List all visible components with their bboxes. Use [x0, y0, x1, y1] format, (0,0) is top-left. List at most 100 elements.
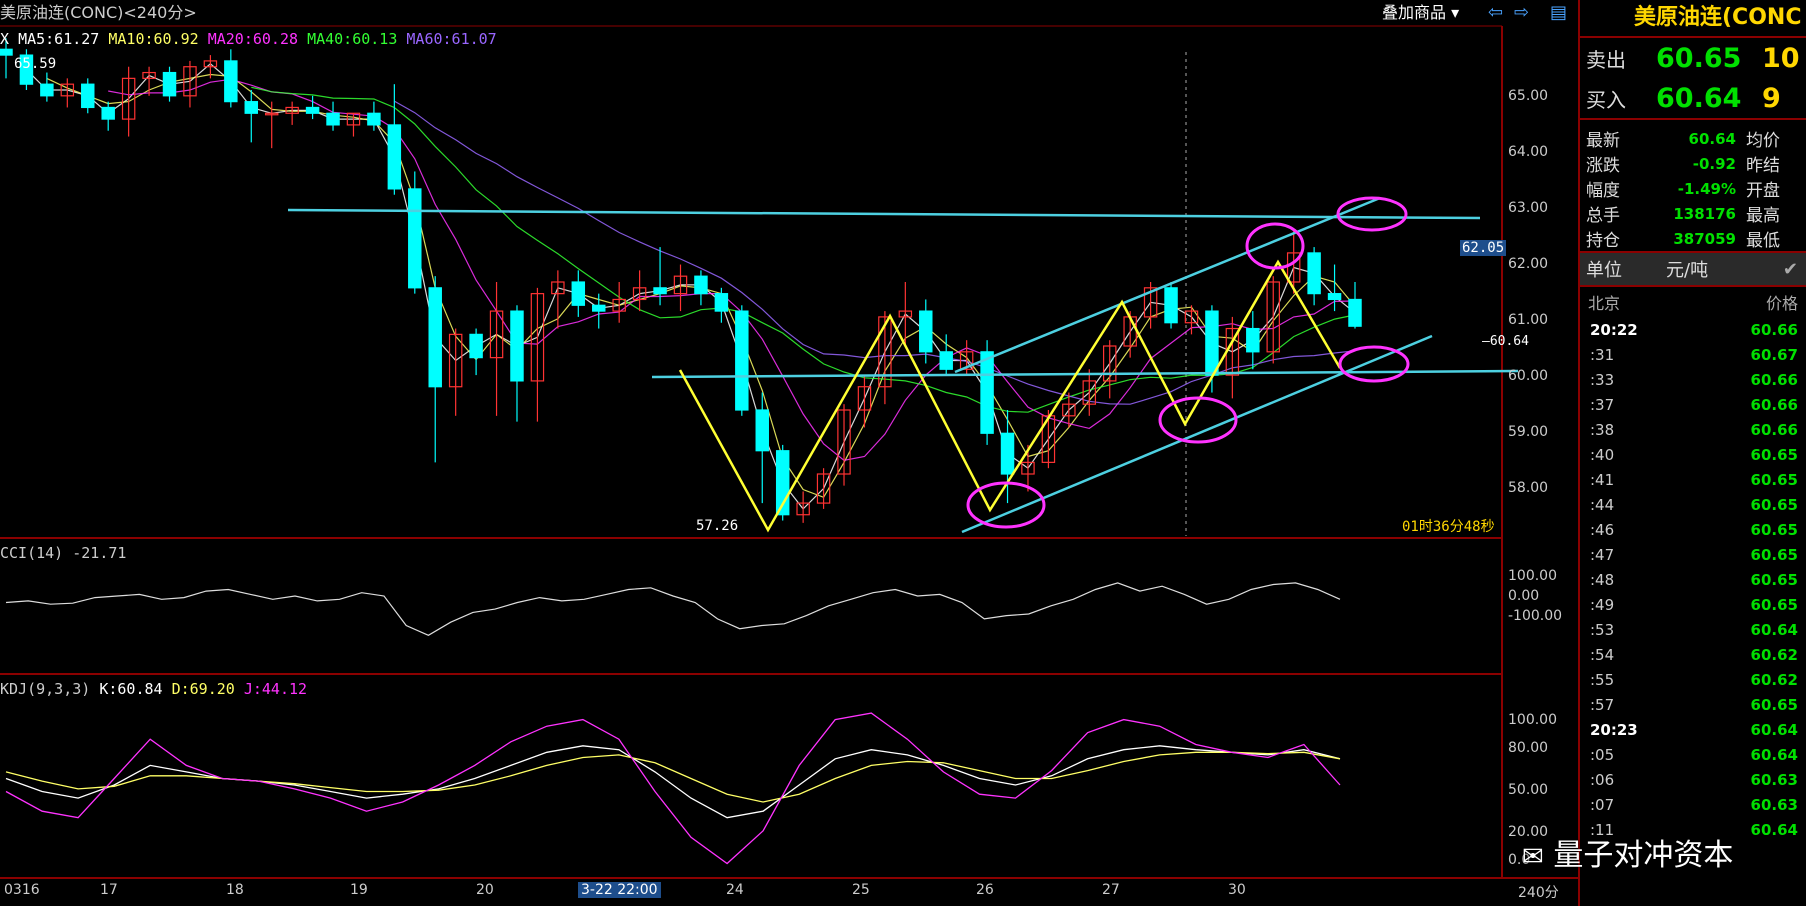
kdj-tick: 50.00 — [1508, 782, 1549, 798]
candle-body — [224, 60, 238, 103]
stat-row: 最新 60.64 均价 — [1580, 126, 1806, 152]
x-tick: 24 — [726, 882, 744, 898]
tick-price: 60.63 — [1750, 770, 1798, 789]
stat-key: 持仓 — [1586, 231, 1620, 251]
ma60-line — [394, 100, 1356, 405]
tick-time: :11 — [1590, 820, 1615, 839]
tick-row: :38 60.66 — [1580, 417, 1806, 442]
candle-body — [592, 304, 606, 312]
candle-body — [408, 188, 422, 289]
ma60-label: MA60:61.07 — [406, 30, 497, 48]
x-tick: 19 — [350, 882, 368, 898]
arrow-left-icon[interactable]: ⇦ — [1488, 2, 1504, 23]
channel-upper-line — [954, 196, 1381, 374]
kdj-tick: 20.00 — [1508, 824, 1549, 840]
tick-time: 20:23 — [1590, 720, 1638, 739]
tick-time: :54 — [1590, 645, 1615, 664]
kdj-d: D:69.20 — [171, 680, 235, 698]
tick-row: :55 60.62 — [1580, 667, 1806, 692]
candle-body — [694, 275, 708, 295]
kline-chart[interactable] — [0, 0, 1578, 906]
highlight-ellipse — [1245, 222, 1305, 270]
tick-price: 60.64 — [1750, 720, 1798, 739]
cci-line — [5, 582, 1341, 636]
tick-list[interactable]: 20:22 60.66:31 60.67:33 60.66:37 60.66:38 60.… — [1580, 317, 1806, 842]
chart-area[interactable]: 美原油连(CONC)<240分> 叠加商品 ▾ ⇦ ⇨ ▤ X MA5:61.2… — [0, 0, 1578, 906]
candle-body — [305, 106, 320, 114]
kdj-tick: 0.0 — [1508, 852, 1531, 868]
ma-legend: X MA5:61.27 MA10:60.92 MA20:60.28 MA40:6… — [0, 30, 497, 48]
candle-body — [1021, 461, 1035, 475]
candle-body — [735, 310, 749, 411]
tick-row: :48 60.65 — [1580, 567, 1806, 592]
layout-icon[interactable]: ▤ — [1550, 2, 1568, 23]
candle-body — [1082, 380, 1097, 405]
tick-time: :48 — [1590, 570, 1615, 589]
candle-body — [387, 124, 402, 190]
candle-body — [714, 293, 729, 312]
stat-key: 总手 — [1586, 206, 1620, 226]
candle-body — [919, 310, 933, 353]
tick-price: 60.65 — [1750, 520, 1798, 539]
ma5-label: MA5:61.27 — [18, 30, 100, 48]
candle-body — [1164, 287, 1178, 324]
candle-body — [959, 351, 974, 370]
y-tick: 62.00 — [1508, 256, 1549, 272]
candle-body — [837, 409, 851, 475]
tick-price: 60.65 — [1750, 545, 1798, 564]
kdj-legend: KDJ(9,3,3) K:60.84 D:69.20 J:44.12 — [0, 680, 307, 698]
tick-price: 60.66 — [1750, 420, 1798, 439]
candle-body — [1062, 403, 1076, 417]
candle-body — [898, 310, 913, 318]
candle-body — [857, 386, 872, 411]
tick-time: 20:22 — [1590, 320, 1638, 339]
high-label: 65.59 — [14, 56, 57, 72]
tick-time: :37 — [1590, 395, 1615, 414]
tick-time: :41 — [1590, 470, 1615, 489]
tick-price: 60.62 — [1750, 670, 1798, 689]
x-tick: 30 — [1228, 882, 1246, 898]
candle-body — [1266, 281, 1280, 353]
kdj-j-line — [5, 712, 1341, 865]
tick-time: :47 — [1590, 545, 1615, 564]
countdown: 01时36分48秒 — [1402, 519, 1495, 535]
tick-time: :46 — [1590, 520, 1615, 539]
tick-price: 60.65 — [1750, 445, 1798, 464]
kdj-k: K:60.84 — [99, 680, 163, 698]
x-tick-selected[interactable]: 3-22 22:00 — [578, 882, 661, 898]
candle-body — [203, 60, 218, 68]
candle-body — [162, 71, 177, 97]
stat-key: 幅度 — [1586, 181, 1620, 201]
overlay-menu[interactable]: 叠加商品 ▾ — [1382, 3, 1460, 22]
ma10-label: MA10:60.92 — [108, 30, 199, 48]
candle-body — [1286, 252, 1301, 283]
tick-time: :06 — [1590, 770, 1615, 789]
watermark-text: 量子对冲资本 — [1553, 838, 1734, 873]
candle-body — [1000, 432, 1015, 475]
tick-row: :07 60.63 — [1580, 792, 1806, 817]
chevron-down-icon[interactable]: ✔ — [1782, 258, 1798, 280]
tick-price: 60.67 — [1750, 345, 1798, 364]
ma40-label: MA40:60.13 — [307, 30, 398, 48]
tick-row: 20:23 60.64 — [1580, 717, 1806, 742]
bid-price: 60.64 — [1656, 82, 1742, 114]
candle-body — [346, 112, 361, 126]
last-price-marker: —60.64 — [1482, 334, 1529, 349]
wechat-icon: ✉ — [1522, 842, 1544, 872]
candle-body — [1184, 310, 1199, 324]
stat-key2: 昨结 — [1746, 156, 1780, 176]
tick-price: 60.62 — [1750, 645, 1798, 664]
stat-value: 387059 — [1673, 229, 1736, 248]
tick-head-price: 价格 — [1765, 294, 1798, 313]
unit-row[interactable]: 单位 元/吨 ✔ — [1580, 251, 1806, 287]
tick-time: :07 — [1590, 795, 1615, 814]
tick-row: :06 60.63 — [1580, 767, 1806, 792]
stat-value: -0.92 — [1692, 154, 1736, 173]
tick-time: :55 — [1590, 670, 1615, 689]
candle-body — [367, 112, 381, 126]
tick-head-time: 北京 — [1588, 294, 1621, 313]
stat-value: 60.64 — [1688, 129, 1736, 148]
tick-row: :46 60.65 — [1580, 517, 1806, 542]
tick-price: 60.63 — [1750, 795, 1798, 814]
arrow-right-icon[interactable]: ⇨ — [1514, 2, 1530, 23]
